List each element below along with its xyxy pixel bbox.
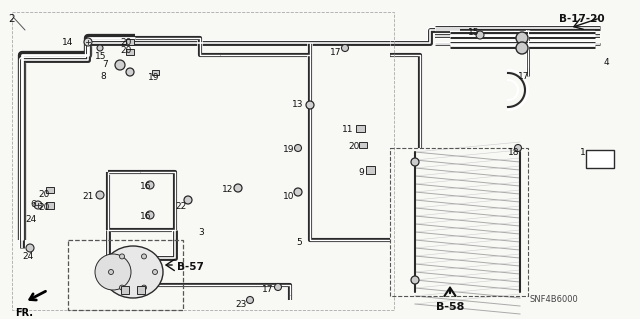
Text: 12: 12	[222, 185, 234, 194]
Circle shape	[26, 244, 34, 252]
Circle shape	[146, 211, 154, 219]
Bar	[46, 202, 54, 209]
Text: 6: 6	[30, 200, 36, 209]
Circle shape	[120, 285, 125, 290]
Text: 17: 17	[262, 285, 273, 294]
Text: 11: 11	[342, 125, 353, 134]
Circle shape	[275, 284, 282, 291]
Text: 2: 2	[8, 14, 15, 24]
Circle shape	[109, 270, 113, 275]
Text: B-57: B-57	[177, 262, 204, 272]
Text: FR.: FR.	[15, 308, 33, 318]
Bar	[121, 286, 129, 294]
Text: 19: 19	[283, 145, 294, 154]
Circle shape	[97, 45, 103, 51]
Text: 15: 15	[468, 28, 479, 37]
Text: 5: 5	[296, 238, 301, 247]
Circle shape	[84, 38, 92, 46]
Text: SNF4B6000: SNF4B6000	[530, 295, 579, 304]
Text: 20: 20	[348, 142, 360, 151]
Text: 16: 16	[140, 212, 152, 221]
Circle shape	[294, 188, 302, 196]
Circle shape	[184, 196, 192, 204]
Text: 20: 20	[120, 46, 131, 55]
Text: 8: 8	[100, 72, 106, 81]
Text: 17: 17	[330, 48, 342, 57]
Text: 20: 20	[38, 190, 49, 199]
Text: 10: 10	[283, 192, 294, 201]
Text: 20: 20	[120, 38, 131, 47]
Text: 1: 1	[580, 148, 586, 157]
Ellipse shape	[103, 246, 163, 298]
Circle shape	[126, 68, 134, 76]
Text: 7: 7	[102, 60, 108, 69]
Bar	[12, 12, 394, 310]
Circle shape	[141, 285, 147, 290]
Bar	[152, 70, 159, 75]
Circle shape	[34, 201, 42, 209]
Circle shape	[234, 184, 242, 192]
Text: 19: 19	[148, 73, 159, 82]
Text: B-17-20: B-17-20	[559, 14, 605, 24]
Bar	[365, 166, 374, 174]
Bar	[126, 39, 134, 45]
Text: 24: 24	[25, 215, 36, 224]
Text: 14: 14	[62, 38, 74, 47]
Circle shape	[95, 254, 131, 290]
Bar	[126, 49, 134, 55]
Circle shape	[146, 181, 154, 189]
Circle shape	[96, 191, 104, 199]
Text: 9: 9	[358, 168, 364, 177]
Circle shape	[516, 32, 528, 44]
Circle shape	[141, 254, 147, 259]
Text: 21: 21	[82, 192, 93, 201]
Circle shape	[342, 44, 349, 51]
Bar	[68, 240, 183, 310]
Circle shape	[515, 145, 522, 152]
Text: B-58: B-58	[436, 302, 464, 312]
Circle shape	[246, 296, 253, 303]
Text: 24: 24	[22, 252, 33, 261]
Text: 23: 23	[235, 300, 246, 309]
Circle shape	[294, 145, 301, 152]
Circle shape	[411, 276, 419, 284]
Text: 20: 20	[38, 203, 49, 212]
Text: 18: 18	[508, 148, 520, 157]
Text: 22: 22	[175, 202, 186, 211]
Text: 16: 16	[140, 182, 152, 191]
Text: 3: 3	[198, 228, 204, 237]
Bar	[586, 150, 614, 168]
Bar	[390, 148, 528, 296]
Text: 13: 13	[292, 100, 303, 109]
Text: 4: 4	[604, 58, 610, 67]
Text: 15: 15	[95, 52, 106, 61]
Bar	[137, 286, 145, 294]
Circle shape	[152, 270, 157, 275]
Circle shape	[120, 254, 125, 259]
Bar	[359, 142, 367, 148]
Text: 17: 17	[518, 72, 529, 81]
Circle shape	[115, 60, 125, 70]
Circle shape	[516, 42, 528, 54]
Circle shape	[411, 158, 419, 166]
Bar	[46, 187, 54, 193]
Circle shape	[306, 101, 314, 109]
Circle shape	[476, 31, 484, 39]
Bar	[355, 124, 365, 131]
